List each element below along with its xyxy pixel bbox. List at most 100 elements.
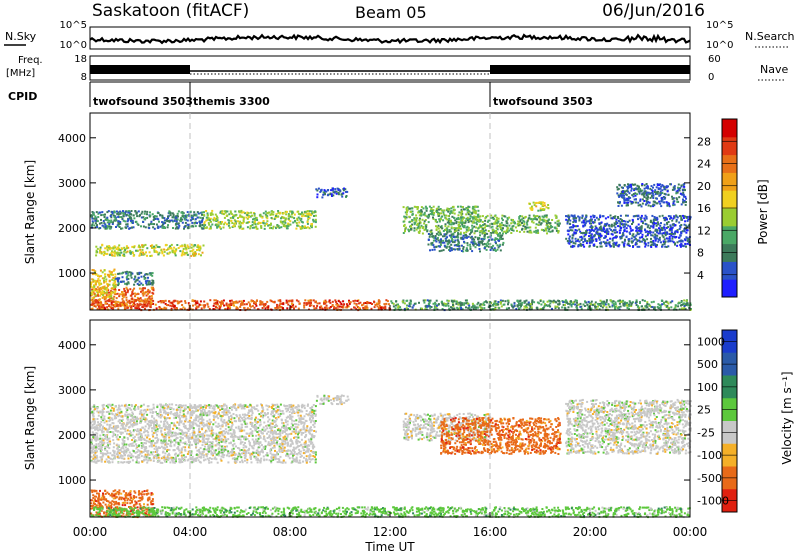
heatmap-cell	[364, 307, 367, 310]
heatmap-cell	[250, 300, 253, 303]
heatmap-cell	[126, 291, 129, 294]
heatmap-cell	[492, 216, 494, 219]
heatmap-cell	[683, 299, 686, 302]
noise-sky-line	[89, 33, 691, 45]
heatmap-cell	[456, 217, 459, 220]
heatmap-cell	[348, 302, 351, 305]
heatmap-cell	[213, 216, 216, 219]
heatmap-cell	[665, 226, 668, 229]
heatmap-cell	[112, 269, 115, 272]
heatmap-cell	[574, 303, 577, 306]
heatmap-cell	[334, 299, 337, 302]
heatmap-cell	[578, 217, 581, 220]
heatmap-cell	[448, 230, 451, 233]
heatmap-cell	[100, 305, 103, 308]
heatmap-cell	[539, 300, 542, 302]
heatmap-cell	[453, 241, 456, 244]
heatmap-cell	[615, 221, 618, 224]
heatmap-cell	[593, 229, 595, 232]
heatmap-cell	[440, 209, 443, 212]
heatmap-cell	[684, 189, 686, 192]
heatmap-cell	[681, 230, 684, 233]
heatmap-cell	[306, 221, 309, 223]
heatmap-cell	[290, 305, 293, 308]
heatmap-cell	[601, 306, 604, 309]
heatmap-cell	[95, 251, 98, 254]
heatmap-cell	[395, 300, 398, 303]
heatmap-cell	[678, 221, 681, 224]
heatmap-cell	[163, 306, 166, 309]
heatmap-cell	[108, 305, 110, 307]
heatmap-cell	[235, 308, 238, 311]
heatmap-cell	[418, 222, 421, 225]
heatmap-cell	[406, 299, 409, 302]
heatmap-cell	[118, 277, 120, 280]
heatmap-cell	[434, 220, 437, 223]
heatmap-cell	[106, 306, 109, 309]
heatmap-cell	[131, 293, 134, 296]
heatmap-cell	[416, 222, 419, 225]
heatmap-cell	[177, 222, 180, 225]
heatmap-cell	[150, 222, 153, 225]
heatmap-cell	[570, 240, 572, 243]
heatmap-cell	[602, 302, 604, 305]
heatmap-cell	[471, 221, 474, 224]
heatmap-cell	[333, 307, 335, 310]
heatmap-cell	[439, 208, 442, 210]
heatmap-cell	[468, 206, 471, 209]
heatmap-cell	[613, 241, 616, 244]
heatmap-cell	[91, 217, 94, 220]
heatmap-cell	[473, 211, 476, 214]
heatmap-cell	[384, 307, 387, 310]
heatmap-cell	[216, 225, 219, 228]
heatmap-cell	[132, 302, 135, 305]
heatmap-cell	[266, 220, 269, 223]
heatmap-cell	[581, 215, 584, 218]
heatmap-cell	[113, 250, 116, 253]
heatmap-cell	[263, 305, 266, 308]
heatmap-cell	[659, 304, 662, 307]
heatmap-cell	[143, 253, 146, 256]
heatmap-cell	[429, 212, 432, 215]
heatmap-cell	[146, 303, 149, 306]
heatmap-cell	[133, 300, 136, 303]
heatmap-cell	[199, 216, 202, 219]
heatmap-cell	[631, 229, 634, 232]
heatmap-cell	[151, 274, 154, 277]
heatmap-cell	[259, 221, 262, 224]
heatmap-cell	[147, 292, 149, 295]
heatmap-cell	[91, 290, 94, 292]
heatmap-cell	[313, 307, 316, 310]
heatmap-cell	[594, 219, 597, 222]
heatmap-cell	[213, 302, 216, 305]
heatmap-cell	[216, 301, 219, 304]
heatmap-cell	[270, 222, 272, 225]
heatmap-cell	[103, 279, 105, 282]
heatmap-cell	[144, 298, 147, 301]
heatmap-cell	[441, 227, 444, 230]
heatmap-cell	[684, 242, 687, 245]
heatmap-cell	[104, 300, 107, 303]
heatmap-cell	[95, 290, 98, 292]
heatmap-cell	[543, 208, 546, 211]
heatmap-cell	[594, 225, 597, 228]
heatmap-cell	[620, 235, 623, 238]
heatmap-cell	[634, 226, 637, 229]
heatmap-cell	[424, 299, 427, 302]
heatmap-cell	[110, 221, 113, 224]
heatmap-cell	[518, 221, 521, 224]
heatmap-cell	[353, 302, 356, 305]
heatmap-cell	[510, 227, 513, 230]
heatmap-cell	[485, 216, 488, 219]
heatmap-cell	[661, 245, 664, 248]
heatmap-cell	[542, 204, 545, 207]
heatmap-cell	[619, 194, 622, 197]
heatmap-cell	[661, 228, 664, 231]
heatmap-cell	[666, 221, 668, 224]
heatmap-cell	[200, 221, 203, 224]
heatmap-cell	[473, 225, 476, 228]
heatmap-cell	[660, 228, 662, 231]
heatmap-cell	[128, 227, 131, 230]
heatmap-cell	[641, 184, 643, 187]
heatmap-cell	[497, 246, 500, 249]
